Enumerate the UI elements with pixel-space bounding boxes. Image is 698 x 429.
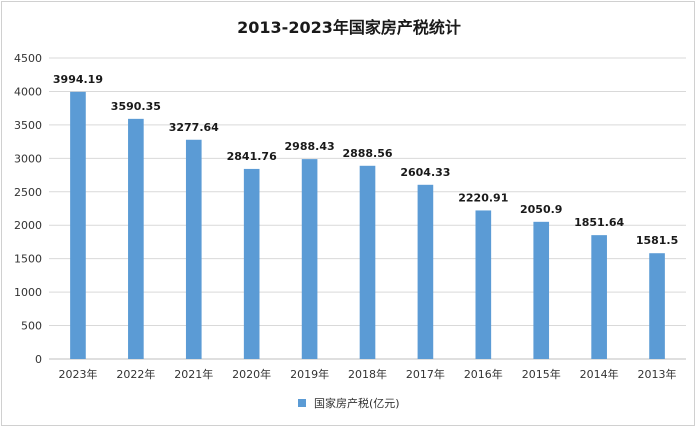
bar [591,235,607,359]
x-tick-label: 2021年 [174,367,213,381]
x-tick-label: 2023年 [58,367,97,381]
bar [533,221,550,359]
y-tick-label: 1000 [14,286,42,299]
data-label: 3277.64 [169,121,219,134]
x-tick-label: 2019年 [290,367,329,381]
bar [475,210,492,359]
bar [301,159,318,359]
data-label: 2841.76 [227,150,277,163]
data-label: 1581.5 [636,234,678,247]
data-label: 3590.35 [111,100,161,113]
bar [70,91,86,359]
bar [185,139,202,359]
chart-title: 2013-2023年国家房产税统计 [237,18,461,37]
bar [649,253,665,359]
data-label: 3994.19 [53,73,103,86]
y-tick-label: 2500 [14,186,42,199]
y-tick-label: 0 [35,353,42,366]
y-tick-label: 2000 [14,219,42,232]
y-tick-label: 3000 [14,152,42,165]
legend-swatch [298,399,307,407]
data-label: 2050.9 [520,203,562,216]
y-tick-label: 4000 [14,85,42,98]
x-tick-label: 2014年 [580,367,619,381]
x-tick-label: 2017年 [406,367,445,381]
x-tick-label: 2015年 [522,367,561,381]
data-label: 2220.91 [458,191,508,204]
x-tick-label: 2018年 [348,367,387,381]
data-label: 1851.64 [574,216,624,229]
data-label: 2604.33 [400,166,450,179]
legend-label: 国家房产税(亿元) [313,397,400,410]
bar [359,165,376,359]
x-tick-label: 2020年 [232,367,271,381]
bar [417,184,434,359]
x-tick-label: 2022年 [116,367,155,381]
y-tick-label: 4500 [14,52,42,65]
y-tick-label: 1500 [14,253,42,266]
bar [128,118,144,359]
data-label: 2888.56 [342,147,392,160]
bar [243,168,260,359]
y-tick-label: 500 [21,320,42,333]
legend: 国家房产税(亿元) [0,395,698,411]
data-label: 2988.43 [285,140,335,153]
y-tick-label: 3500 [14,119,42,132]
x-tick-label: 2013年 [638,367,677,381]
x-tick-label: 2016年 [464,367,503,381]
